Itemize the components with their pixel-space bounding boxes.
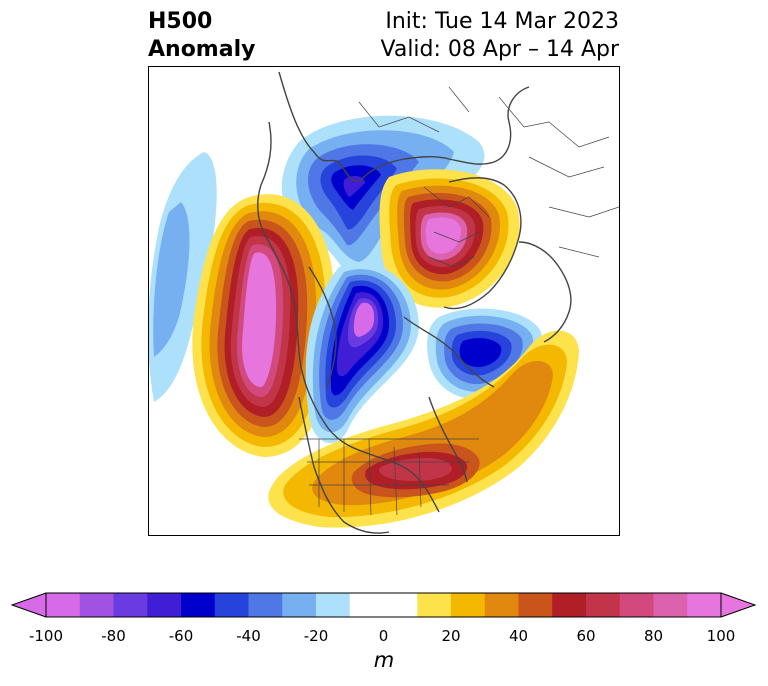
- colorbar-max-outline: [720, 592, 757, 618]
- coastlines: [257, 71, 572, 534]
- colorbar-tick-label: -20: [303, 627, 329, 645]
- colorbar-cell: [113, 593, 148, 617]
- anomaly-map: [149, 67, 619, 535]
- colorbar-cell: [619, 593, 654, 617]
- colorbar-min-arrow: [12, 593, 46, 617]
- colorbar-cell: [79, 593, 114, 617]
- colorbar-cell: [46, 593, 81, 617]
- colorbar-cell: [214, 593, 249, 617]
- valid-period: Valid: 08 Apr – 14 Apr: [380, 37, 620, 62]
- title-line-2: Anomaly: [148, 37, 256, 62]
- colorbar-cell: [451, 593, 486, 617]
- map-panel: [148, 66, 620, 536]
- map-title: H500 Anomaly: [148, 8, 255, 64]
- colorbar-unit: m: [373, 648, 395, 672]
- colorbar-tick-label: -40: [236, 627, 261, 645]
- colorbar-tick-label: 0: [378, 627, 389, 645]
- colorbar-cell: [248, 593, 283, 617]
- anomaly-eastern-us-ridge: [268, 330, 579, 528]
- colorbar: [10, 592, 757, 618]
- colorbar-cell: [552, 593, 587, 617]
- colorbar-cell: [586, 593, 621, 617]
- anomaly-north-pacific-ridge: [192, 194, 335, 457]
- colorbar-cell: [181, 593, 216, 617]
- colorbar-tick-label: 40: [508, 627, 529, 645]
- colorbar-tick-label: 60: [576, 627, 596, 645]
- init-time: Init: Tue 14 Mar 2023: [385, 9, 619, 34]
- title-line-1: H500: [148, 9, 213, 34]
- colorbar-cell: [349, 593, 384, 617]
- colorbar-cell: [687, 593, 722, 617]
- colorbar-cell: [316, 593, 351, 617]
- colorbar-cell: [484, 593, 519, 617]
- anomaly-hudson-bay-trough: [305, 263, 419, 444]
- colorbar-tick-label: 100: [706, 627, 736, 645]
- colorbar-cell: [383, 593, 418, 617]
- colorbar-cell: [147, 593, 182, 617]
- political-borders: [299, 86, 619, 516]
- colorbar-cell: [518, 593, 553, 617]
- colorbar-tick-label: -60: [168, 627, 194, 645]
- colorbar-cell: [653, 593, 688, 617]
- anomaly-north-atlantic-trough: [427, 308, 543, 399]
- colorbar-tick-label: 80: [643, 627, 664, 645]
- colorbar-border: [45, 592, 722, 618]
- colorbar-cell: [417, 593, 452, 617]
- colorbar-tick-label: 20: [441, 627, 461, 645]
- colorbar-tick-label: -80: [101, 627, 126, 645]
- colorbar-cell: [282, 593, 317, 617]
- colorbar-tick-label: -100: [28, 627, 64, 645]
- colorbar-max-arrow: [721, 593, 755, 617]
- forecast-info: Init: Tue 14 Mar 2023 Valid: 08 Apr – 14…: [381, 8, 620, 64]
- colorbar-min-outline: [10, 592, 47, 618]
- anomaly-west-pacific-trough: [149, 152, 217, 402]
